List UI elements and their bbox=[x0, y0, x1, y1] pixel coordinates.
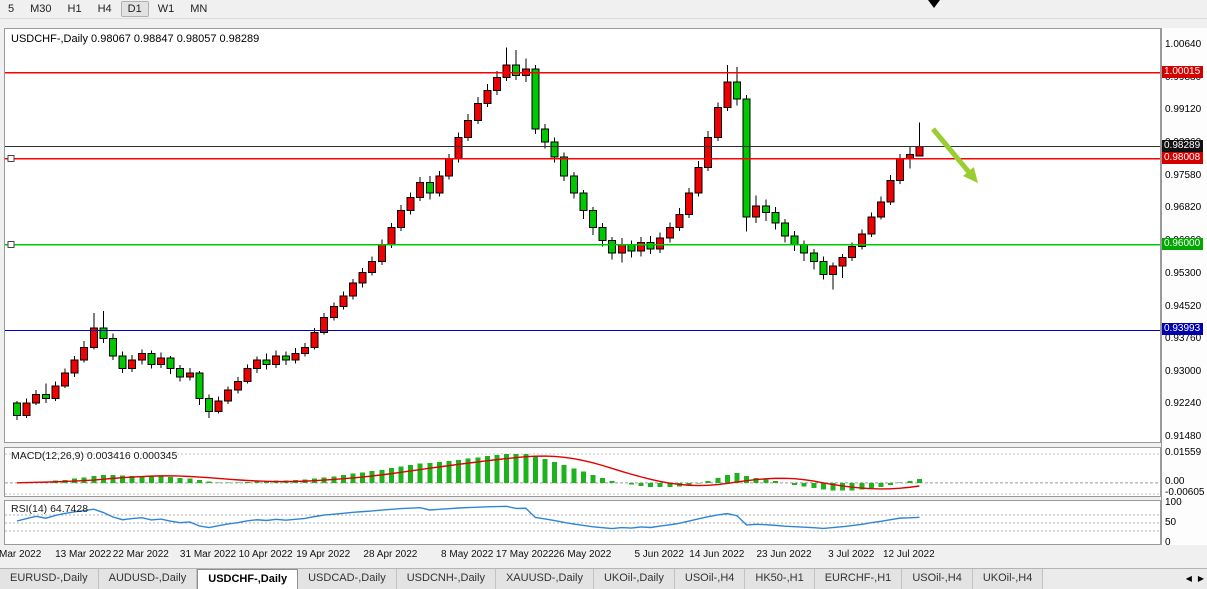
price-tick: 0.93760 bbox=[1165, 333, 1202, 345]
timeframe-button-h4[interactable]: H4 bbox=[97, 3, 112, 15]
macd-axis-value: 0.00 bbox=[1165, 475, 1185, 487]
tab-usdchf-daily[interactable]: USDCHF-,Daily bbox=[197, 569, 299, 589]
main-candlestick-chart[interactable]: USDCHF-,Daily 0.98067 0.98847 0.98057 0.… bbox=[4, 28, 1161, 443]
price-tick: 0.93000 bbox=[1165, 365, 1202, 377]
date-label: 10 Apr 2022 bbox=[238, 549, 293, 560]
rsi-axis-value: 100 bbox=[1165, 497, 1182, 508]
macd-panel[interactable]: MACD(12,26,9) 0.003416 0.000345 bbox=[4, 447, 1161, 497]
rsi-axis-value: 50 bbox=[1165, 517, 1177, 528]
price-tick: 1.00640 bbox=[1165, 39, 1202, 50]
timeframe-button-w1[interactable]: W1 bbox=[157, 3, 175, 15]
tab-eurusd-daily[interactable]: EURUSD-,Daily bbox=[0, 569, 99, 589]
date-label: 5 Jun 2022 bbox=[634, 549, 684, 560]
date-label: 14 Jun 2022 bbox=[689, 549, 745, 560]
hline-price-label: 0.98008 bbox=[1162, 151, 1204, 164]
chart-tab-bar: EURUSD-,Daily AUDUSD-,Daily USDCHF-,Daily U… bbox=[0, 568, 1207, 589]
price-tick: 0.92240 bbox=[1165, 398, 1202, 410]
timeframe-button-mn[interactable]: MN bbox=[190, 3, 208, 15]
chart-title: USDCHF-,Daily 0.98067 0.98847 0.98057 0.… bbox=[11, 33, 260, 45]
hline-price-label: 0.93993 bbox=[1162, 323, 1204, 336]
price-tick: 0.99120 bbox=[1165, 104, 1202, 116]
tab-ukoil-daily[interactable]: UKOil-,Daily bbox=[593, 569, 675, 589]
date-label: 8 May 2022 bbox=[441, 549, 494, 560]
candlestick-canvas[interactable] bbox=[5, 29, 1160, 442]
price-tick: 0.91480 bbox=[1165, 431, 1202, 442]
macd-axis-value: 0.01559 bbox=[1165, 447, 1202, 458]
price-tick: 0.97580 bbox=[1165, 169, 1202, 181]
chart-shift-marker-icon[interactable] bbox=[928, 0, 940, 8]
date-label: 3 Mar 2022 bbox=[0, 549, 42, 560]
rsi-canvas bbox=[5, 505, 1160, 532]
tab-usoil-h4[interactable]: USOil-,H4 bbox=[674, 569, 746, 589]
tab-usdcnh-daily[interactable]: USDCNH-,Daily bbox=[396, 569, 496, 589]
rsi-axis[interactable]: 100 50 0 bbox=[1162, 497, 1207, 548]
tab-scroll-right-icon[interactable]: ▶ bbox=[1197, 574, 1204, 583]
rsi-label: RSI(14) 64.7428 bbox=[11, 503, 89, 515]
tab-usoil-h4[interactable]: USOil-,H4 bbox=[902, 569, 973, 589]
date-label: 13 Mar 2022 bbox=[55, 549, 112, 560]
date-label: 26 May 2022 bbox=[553, 549, 612, 560]
date-label: 31 Mar 2022 bbox=[179, 549, 237, 560]
current-price-label: 0.98289 bbox=[1162, 139, 1204, 152]
timeframe-button-m30[interactable]: M30 bbox=[30, 3, 52, 15]
price-axis-background bbox=[1161, 28, 1207, 545]
macd-label: MACD(12,26,9) 0.003416 0.000345 bbox=[11, 450, 178, 462]
timeframe-button-d1[interactable]: D1 bbox=[120, 1, 149, 17]
price-axis[interactable]: 1.006400.998800.991200.983600.975800.968… bbox=[1162, 28, 1207, 443]
tab-hk50-h1[interactable]: HK50-,H1 bbox=[745, 569, 815, 589]
macd-axis-value: -0.00605 bbox=[1165, 487, 1205, 498]
price-tick: 0.95300 bbox=[1165, 267, 1202, 279]
timeframe-toolbar: 5 M30 H1 H4 D1 W1 MN bbox=[0, 0, 1207, 19]
tab-xauusd-daily[interactable]: XAUUSD-,Daily bbox=[495, 569, 594, 589]
date-label: 28 Apr 2022 bbox=[363, 549, 418, 560]
tab-audusd-daily[interactable]: AUDUSD-,Daily bbox=[98, 569, 198, 589]
price-tick: 0.94520 bbox=[1165, 300, 1202, 312]
tab-ukoil-h4[interactable]: UKOil-,H4 bbox=[972, 569, 1044, 589]
date-label: 17 May 2022 bbox=[495, 549, 554, 560]
rsi-panel[interactable]: RSI(14) 64.7428 bbox=[4, 500, 1161, 545]
macd-canvas bbox=[5, 453, 1160, 495]
tab-usdcad-daily[interactable]: USDCAD-,Daily bbox=[298, 569, 397, 589]
hline-price-label: 0.96000 bbox=[1162, 237, 1204, 250]
date-label: 23 Jun 2022 bbox=[756, 549, 812, 560]
price-tick: 0.96820 bbox=[1165, 202, 1202, 214]
hline-price-label: 1.00015 bbox=[1162, 65, 1204, 78]
timeframe-button-5[interactable]: 5 bbox=[8, 3, 15, 15]
rsi-axis-value: 0 bbox=[1165, 537, 1171, 548]
tab-scroll-arrows: ◀ ▶ bbox=[1186, 573, 1204, 585]
date-label: 3 Jul 2022 bbox=[828, 549, 875, 560]
tab-scroll-left-icon[interactable]: ◀ bbox=[1185, 574, 1192, 583]
tab-eurchf-h1[interactable]: EURCHF-,H1 bbox=[814, 569, 903, 589]
date-label: 22 Mar 2022 bbox=[112, 549, 169, 560]
date-label: 12 Jul 2022 bbox=[882, 549, 935, 560]
timeframe-button-h1[interactable]: H1 bbox=[67, 3, 82, 15]
macd-axis[interactable]: 0.01559 0.00 -0.00605 bbox=[1162, 447, 1207, 498]
date-label: 19 Apr 2022 bbox=[296, 549, 351, 560]
